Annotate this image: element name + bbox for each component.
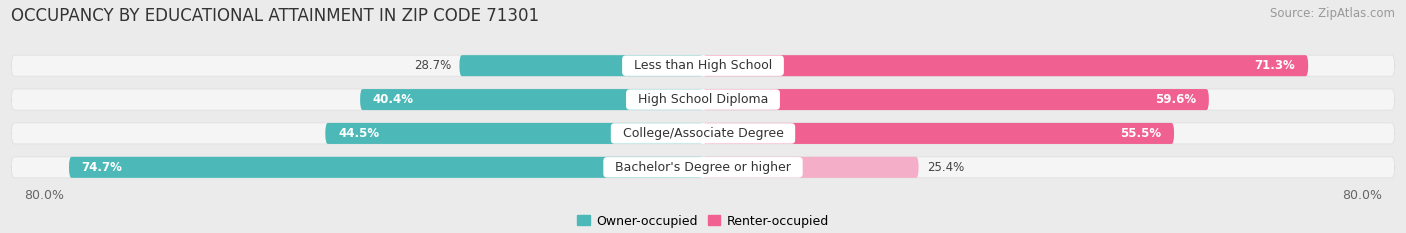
FancyBboxPatch shape	[703, 89, 1209, 110]
FancyBboxPatch shape	[11, 123, 1395, 144]
Text: 44.5%: 44.5%	[337, 127, 380, 140]
Text: 80.0%: 80.0%	[24, 189, 65, 202]
Text: College/Associate Degree: College/Associate Degree	[614, 127, 792, 140]
Text: Bachelor's Degree or higher: Bachelor's Degree or higher	[607, 161, 799, 174]
Text: 25.4%: 25.4%	[927, 161, 965, 174]
Text: OCCUPANCY BY EDUCATIONAL ATTAINMENT IN ZIP CODE 71301: OCCUPANCY BY EDUCATIONAL ATTAINMENT IN Z…	[11, 7, 540, 25]
Text: 55.5%: 55.5%	[1121, 127, 1161, 140]
Text: 40.4%: 40.4%	[373, 93, 413, 106]
FancyBboxPatch shape	[325, 123, 703, 144]
FancyBboxPatch shape	[11, 157, 1395, 178]
FancyBboxPatch shape	[69, 157, 703, 178]
Legend: Owner-occupied, Renter-occupied: Owner-occupied, Renter-occupied	[572, 209, 834, 233]
Text: 71.3%: 71.3%	[1254, 59, 1295, 72]
Text: High School Diploma: High School Diploma	[630, 93, 776, 106]
FancyBboxPatch shape	[703, 123, 1174, 144]
Text: Source: ZipAtlas.com: Source: ZipAtlas.com	[1270, 7, 1395, 20]
FancyBboxPatch shape	[360, 89, 703, 110]
Text: 59.6%: 59.6%	[1154, 93, 1197, 106]
FancyBboxPatch shape	[11, 55, 1395, 76]
Text: 74.7%: 74.7%	[82, 161, 122, 174]
FancyBboxPatch shape	[703, 55, 1308, 76]
Text: 80.0%: 80.0%	[1341, 189, 1382, 202]
Text: 28.7%: 28.7%	[413, 59, 451, 72]
FancyBboxPatch shape	[11, 89, 1395, 110]
Text: Less than High School: Less than High School	[626, 59, 780, 72]
FancyBboxPatch shape	[460, 55, 703, 76]
FancyBboxPatch shape	[703, 157, 918, 178]
